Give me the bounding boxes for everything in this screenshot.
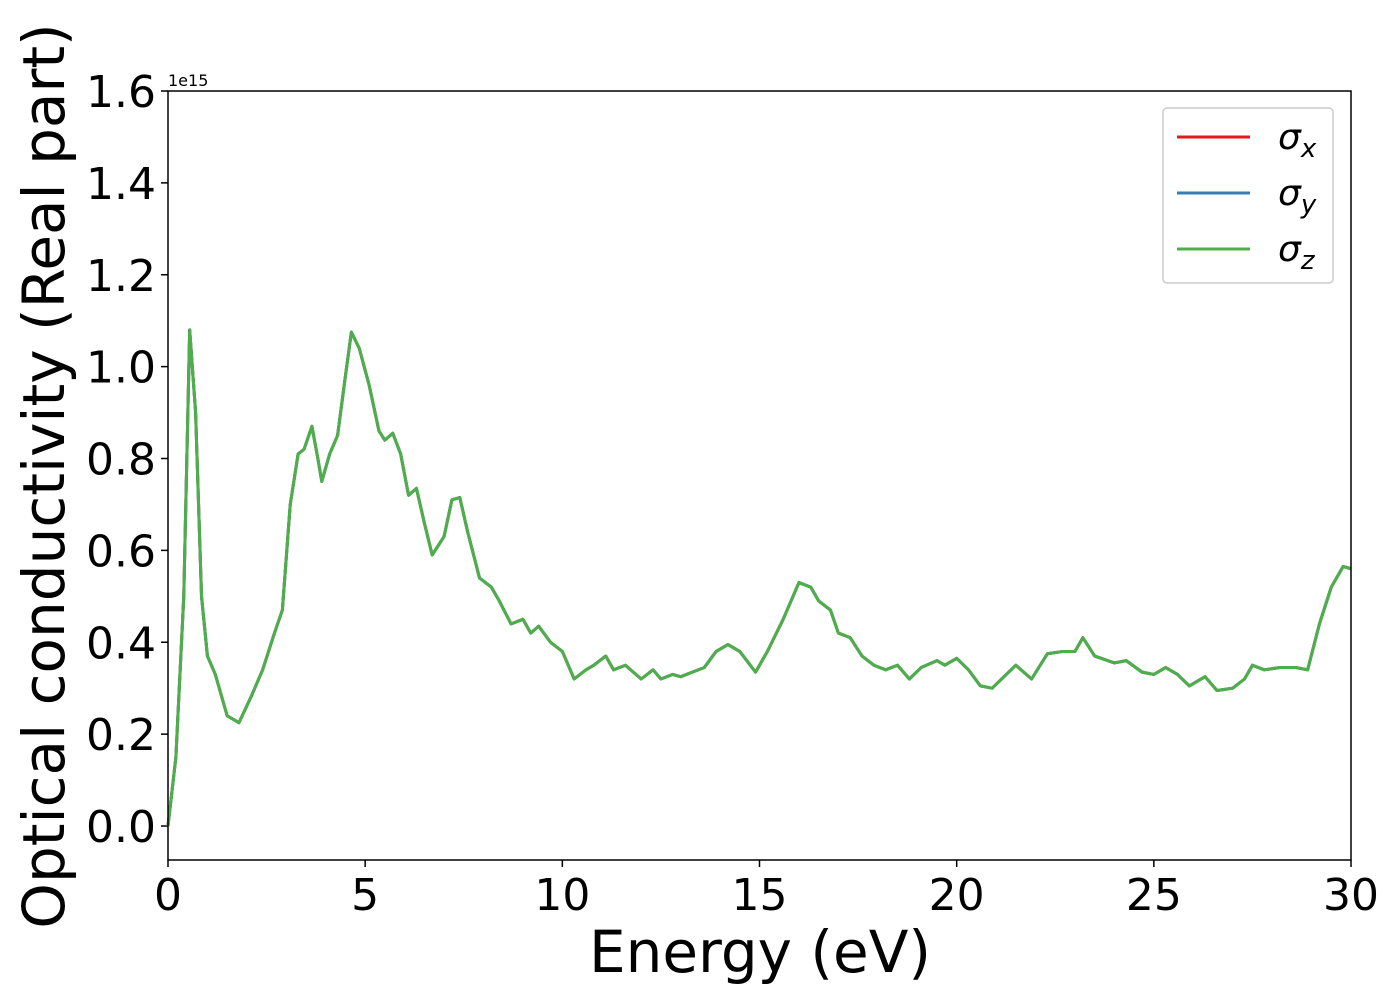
y-tick-label: 1.4 xyxy=(86,159,156,210)
x-tick-label: 30 xyxy=(1323,870,1379,921)
legend-label: σy xyxy=(1278,173,1317,220)
legend-label: σx xyxy=(1278,117,1317,164)
plot-frame xyxy=(167,90,1352,861)
x-tick-label: 0 xyxy=(154,870,182,921)
x-axis-label: Energy (eV) xyxy=(589,918,931,986)
x-tick-label: 25 xyxy=(1126,870,1182,921)
y-tick-label: 1.6 xyxy=(86,67,156,118)
y-tick-label: 1.0 xyxy=(86,343,156,394)
y-tick-label: 0.0 xyxy=(86,802,156,853)
series-line xyxy=(166,328,1352,827)
offset-text: 1e15 xyxy=(168,71,208,90)
legend-box xyxy=(1162,107,1334,284)
y-tick-label: 0.8 xyxy=(86,435,156,486)
x-tick-label: 20 xyxy=(929,870,985,921)
legend-label: σz xyxy=(1278,229,1316,276)
y-tick-label: 0.2 xyxy=(86,710,156,761)
y-axis-label: Optical conductivity (Real part) xyxy=(10,23,78,928)
y-tick-label: 0.4 xyxy=(86,618,156,669)
y-tick-label: 1.2 xyxy=(86,251,156,302)
y-tick-label: 0.6 xyxy=(86,526,156,577)
x-tick-label: 15 xyxy=(732,870,788,921)
x-tick-label: 5 xyxy=(351,870,379,921)
x-tick-label: 10 xyxy=(534,870,590,921)
